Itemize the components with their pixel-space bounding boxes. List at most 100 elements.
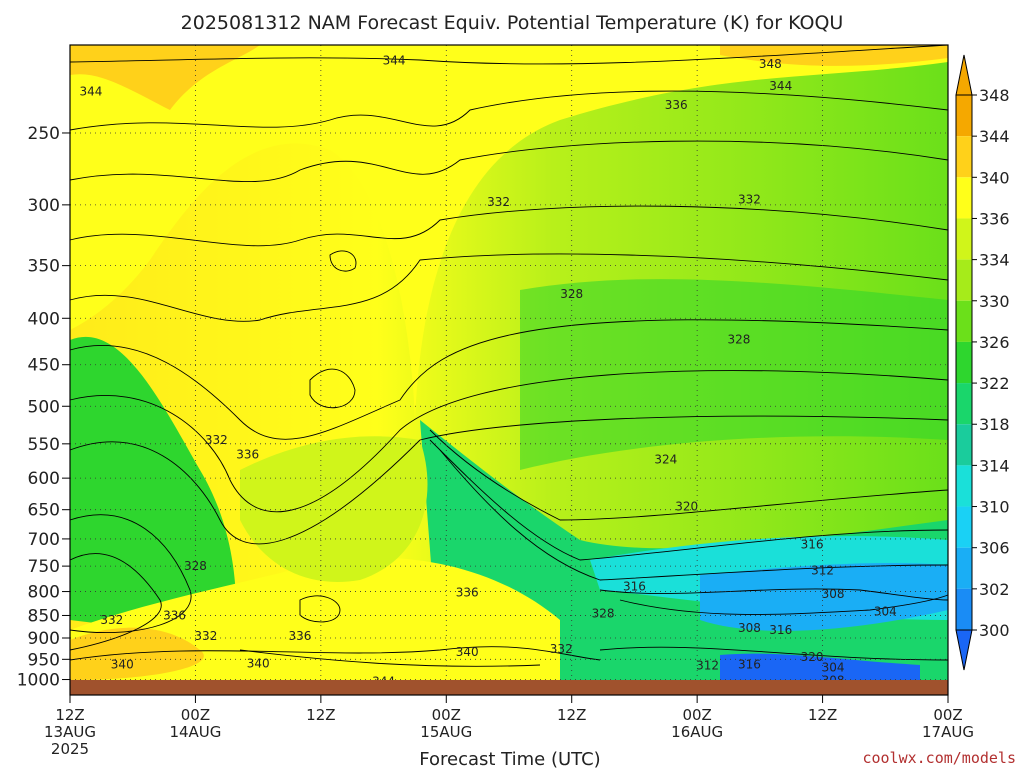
credit-text: coolwx.com/models [862,749,1016,767]
colorbar-swatch [956,588,972,630]
x-tick-year: 2025 [51,740,89,758]
x-tick-label: 12Z [808,706,837,724]
contour-label: 332 [487,195,510,209]
colorbar-swatch [956,341,972,384]
contour-line [429,439,949,561]
contour-label: 332 [738,193,761,207]
contour-line [69,253,949,322]
ground-terrain [70,680,948,695]
colorbar-label: 334 [979,251,1010,270]
contour-label: 340 [456,645,479,659]
colorbar-label: 306 [979,539,1010,558]
contour-label: 336 [236,447,259,461]
colorbar-swatch [956,95,972,137]
contour-line [239,649,541,667]
y-tick-label: 750 [28,557,60,577]
colorbar-swatch [956,547,972,589]
plot-frame [69,44,949,696]
x-axis-label: Forecast Time (UTC) [419,749,600,768]
colorbar-swatch [956,506,972,548]
colorbar-label: 310 [979,498,1010,517]
contour-line [429,429,949,521]
colorbar-label: 302 [979,580,1010,599]
contour-line [69,140,949,183]
contour-label: 348 [759,57,782,71]
contour-label: 336 [288,629,311,643]
colorbar-label: 340 [979,168,1010,187]
y-tick-label: 950 [28,650,60,670]
x-tick-date: 13AUG [44,723,96,741]
y-tick-label: 1000 [17,671,60,691]
contour-label: 332 [194,629,217,643]
colorbar-swatch [956,424,972,466]
contour-line [69,90,949,131]
contour-line [69,415,949,545]
y-tick-label: 300 [28,196,60,216]
y-tick-label: 450 [28,356,60,376]
x-tick-label: 12Z [557,706,586,724]
y-tick-label: 650 [28,501,60,521]
contour-label: 320 [801,650,824,664]
chart-title: 2025081312 NAM Forecast Equiv. Potential… [181,12,844,34]
y-tick-label: 900 [28,629,60,649]
contour-label: 304 [874,605,897,619]
contour-label: 340 [247,656,270,670]
contour-line [69,370,949,513]
contour-label: 344 [769,79,792,93]
x-tick-label: 00Z [181,706,210,724]
contour-label: 336 [665,98,688,112]
contour-label: 316 [623,580,646,594]
y-tick-label: 800 [28,583,60,603]
orange-lower-left-region [70,627,204,680]
orange-top-right-region [720,45,948,66]
colorbar-swatch [956,218,972,260]
contour-line [69,44,949,65]
x-tick-label: 12Z [306,706,335,724]
x-tick-date: 16AUG [671,723,723,741]
contour-line [69,319,949,440]
colorbar-swatch [956,300,972,342]
x-tick-label: 12Z [55,706,84,724]
colorbar: 348 344 340 336 334 330 326 322 318 314 310 306 302 3… [955,54,1010,671]
x-tick-label: 00Z [682,706,711,724]
x-tick-date: 14AUG [169,723,221,741]
contour-label: 332 [550,642,573,656]
contour-line [69,205,949,247]
green-left-region [70,336,237,640]
colorbar-swatch [956,383,972,425]
contour-label: 344 [383,53,406,67]
contour-label: 312 [696,658,719,672]
contour-label: 324 [654,452,677,466]
green-mid-right-region [520,279,948,470]
contour-label: 308 [822,587,845,601]
colorbar-top-arrow [955,54,973,96]
contour-label: 344 [79,84,102,98]
contour-line [309,368,356,409]
y-tick-label: 850 [28,606,60,626]
contour-line [619,594,949,615]
contour-line [69,553,162,651]
contour-line [69,646,601,661]
contour-label: 316 [769,623,792,637]
contour-lines [69,44,949,667]
contour-label: 328 [560,287,583,301]
contour-label: 336 [456,586,479,600]
colorbar-label: 300 [979,621,1010,640]
contour-label: 328 [727,332,750,346]
colorbar-swatch [956,136,972,178]
colorbar-swatch [956,465,972,507]
colorbar-swatch [956,177,972,219]
contour-line [329,250,357,272]
y-tick-label: 600 [28,469,60,489]
colorbar-label: 336 [979,209,1010,228]
contour-label: 316 [738,658,761,672]
colorbar-label: 330 [979,292,1010,311]
y-tick-label: 700 [28,530,60,550]
contour-label: 332 [205,433,228,447]
dark-blue-low-region [720,653,920,680]
contour-label: 332 [100,613,123,627]
x-tick-date: 17AUG [922,723,974,741]
yellow-mid-band [240,436,428,582]
colorbar-label: 322 [979,374,1010,393]
